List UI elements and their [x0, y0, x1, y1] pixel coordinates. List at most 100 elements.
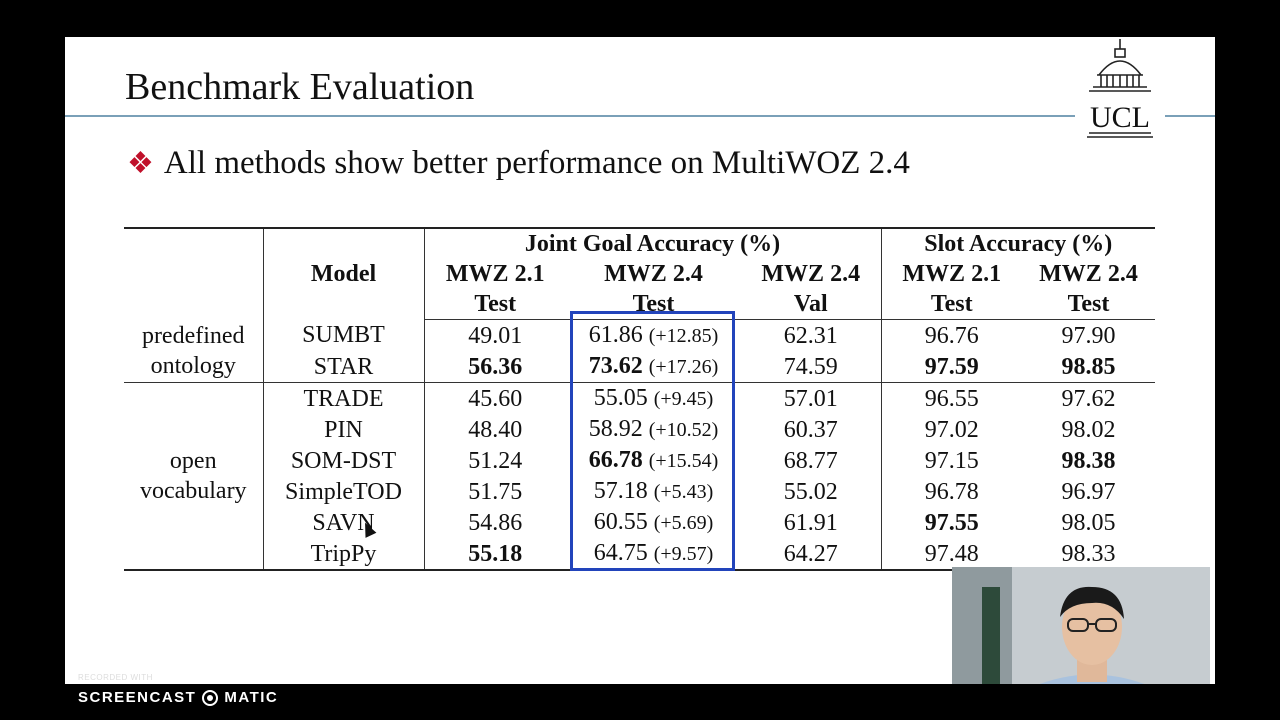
group-label-line: predefined [141, 322, 245, 349]
gain-value: (+15.54) [648, 450, 719, 472]
table-row: open vocabulary TRADE 45.60 55.05 (+9.45… [124, 382, 1155, 571]
gain-value: (+9.45) [653, 388, 714, 410]
table-row: SimpleTOD 51.75 57.18 (+5.43) 55.02 96.7… [124, 476, 1155, 507]
model-cell: SOM-DST [263, 445, 425, 476]
ucl-logo: UCL [1075, 37, 1165, 147]
sa24-cell: 98.85 [1022, 351, 1155, 383]
sa24-cell: 97.62 [1061, 385, 1116, 412]
val24-cell: 57.01 [741, 382, 882, 414]
gain-value: (+5.43) [653, 481, 714, 503]
sa24-cell: 98.33 [1022, 538, 1155, 571]
record-dot-icon [202, 689, 219, 706]
table-header-row: Model Joint Goal Accuracy (%) Slot Accur… [124, 227, 1155, 320]
val24-cell: 62.31 [741, 319, 882, 351]
jga21-cell: 45.60 [468, 385, 523, 412]
brand-right-text: MATIC [224, 689, 279, 706]
sa21-cell: 97.48 [881, 538, 1022, 571]
subheader-line1: MWZ 2.1 [902, 261, 1002, 287]
ucl-logo-text: UCL [1090, 101, 1150, 134]
sa21-cell: 97.55 [924, 509, 979, 536]
title-divider [65, 115, 1215, 117]
jga21-cell: 54.86 [468, 509, 523, 536]
val24-cell: 60.37 [741, 414, 882, 445]
empty-corner-cell [124, 227, 264, 320]
jga24-cell: 58.92 (+10.52) [588, 416, 719, 442]
subheader-line2: Test [1022, 289, 1155, 320]
table-row: PIN 48.40 58.92 (+10.52) 60.37 97.02 98.… [124, 414, 1155, 445]
model-cell: TRADE [263, 382, 425, 414]
model-cell: SimpleTOD [263, 476, 425, 507]
bullet-text: All methods show better performance on M… [163, 145, 910, 181]
table-row: TripPy 55.18 64.75 (+9.57) 64.27 97.48 9… [124, 538, 1155, 571]
group-label-line: vocabulary [139, 478, 247, 504]
val24-cell: 74.59 [741, 351, 882, 383]
val24-cell: 55.02 [741, 476, 882, 507]
slide-title: Benchmark Evaluation [125, 66, 475, 108]
subheader-line2: Test [424, 289, 566, 320]
val24-cell: 64.27 [741, 538, 882, 571]
sa24-cell: 98.38 [1061, 447, 1116, 474]
model-cell: PIN [263, 414, 425, 445]
model-cell: SAVN [263, 507, 425, 538]
table-row: SOM-DST 51.24 66.78 (+15.54) 68.77 97.15… [124, 445, 1155, 476]
sa21-cell: 96.78 [924, 478, 979, 505]
gain-value: (+17.26) [648, 356, 719, 378]
jga24-cell: 73.62 (+17.26) [566, 351, 741, 383]
presentation-slide: Benchmark Evaluation UCL ❖ All methods sh… [65, 37, 1215, 685]
model-cell: STAR [263, 351, 425, 383]
subheader-line2: Test [881, 289, 1022, 320]
brand-left-text: SCREENCAST [78, 689, 197, 706]
jga21-cell: 51.24 [468, 447, 523, 474]
table-row: STAR 56.36 73.62 (+17.26) 74.59 97.59 98… [124, 351, 1155, 383]
group-label-line: open [169, 448, 217, 474]
sa24-cell: 97.90 [1061, 322, 1116, 349]
table-subheader-row-1: MWZ 2.1 MWZ 2.4 MWZ 2.4 MWZ 2.1 MWZ 2.4 [124, 259, 1155, 289]
recorded-with-label: RECORDED WITH [78, 673, 153, 682]
model-cell: TripPy [263, 538, 425, 571]
group-label-line: ontology [150, 352, 236, 379]
results-table: Model Joint Goal Accuracy (%) Slot Accur… [124, 227, 1155, 571]
sa21-cell: 97.15 [924, 447, 979, 474]
jga21-cell: 56.36 [424, 351, 566, 383]
jga-group-header: Joint Goal Accuracy (%) [424, 227, 882, 259]
jga21-cell: 55.18 [424, 538, 566, 571]
table-row: predefined ontology SUMBT 49.01 61.86 (+… [124, 319, 1155, 383]
ucl-dome-icon: UCL [1087, 39, 1153, 138]
val24-cell: 68.77 [741, 445, 882, 476]
sa24-cell: 98.02 [1061, 416, 1116, 443]
gain-value: (+5.69) [653, 512, 714, 534]
jga24-cell: 64.75 (+9.57) [566, 538, 741, 571]
jga24-cell: 60.55 (+5.69) [593, 509, 714, 535]
gain-value: (+12.85) [648, 325, 719, 347]
jga24-cell: 66.78 (+15.54) [588, 447, 719, 473]
subheader-line1: MWZ 2.4 [1039, 261, 1138, 287]
model-header: Model [263, 227, 425, 320]
jga24-cell: 55.05 (+9.45) [593, 385, 714, 411]
sa21-cell: 96.76 [924, 322, 979, 349]
subheader-line1: MWZ 2.1 [445, 261, 545, 287]
group-label-predefined: predefined ontology [124, 319, 264, 383]
jga21-cell: 48.40 [468, 416, 523, 443]
jga24-cell: 61.86 (+12.85) [588, 322, 719, 348]
jga21-cell: 51.75 [468, 478, 523, 505]
subheader-line2: Test [566, 289, 741, 320]
sa21-cell: 96.55 [924, 385, 979, 412]
val24-cell: 61.91 [741, 507, 882, 538]
sa-group-header: Slot Accuracy (%) [881, 227, 1155, 259]
sa21-cell: 97.02 [924, 416, 979, 443]
subheader-line1: MWZ 2.4 [604, 261, 703, 287]
group-label-open: open vocabulary [124, 382, 264, 571]
sa24-cell: 96.97 [1061, 478, 1116, 505]
sa24-cell: 98.05 [1061, 509, 1116, 536]
subheader-line1: MWZ 2.4 [741, 259, 882, 289]
bullet-point: ❖ All methods show better performance on … [127, 145, 910, 182]
subheader-line2: Val [741, 289, 882, 320]
sa21-cell: 97.59 [881, 351, 1022, 383]
bullet-diamond-icon: ❖ [127, 147, 154, 180]
jga24-cell: 57.18 (+5.43) [593, 478, 714, 504]
gain-value: (+9.57) [653, 543, 714, 565]
model-cell: SUMBT [263, 319, 425, 351]
table-row: SAVN 54.86 60.55 (+5.69) 61.91 97.55 98.… [124, 507, 1155, 538]
table-subheader-row-2: Test Test Val Test Test [124, 289, 1155, 320]
screencast-matic-logo: SCREENCAST MATIC [78, 689, 278, 706]
